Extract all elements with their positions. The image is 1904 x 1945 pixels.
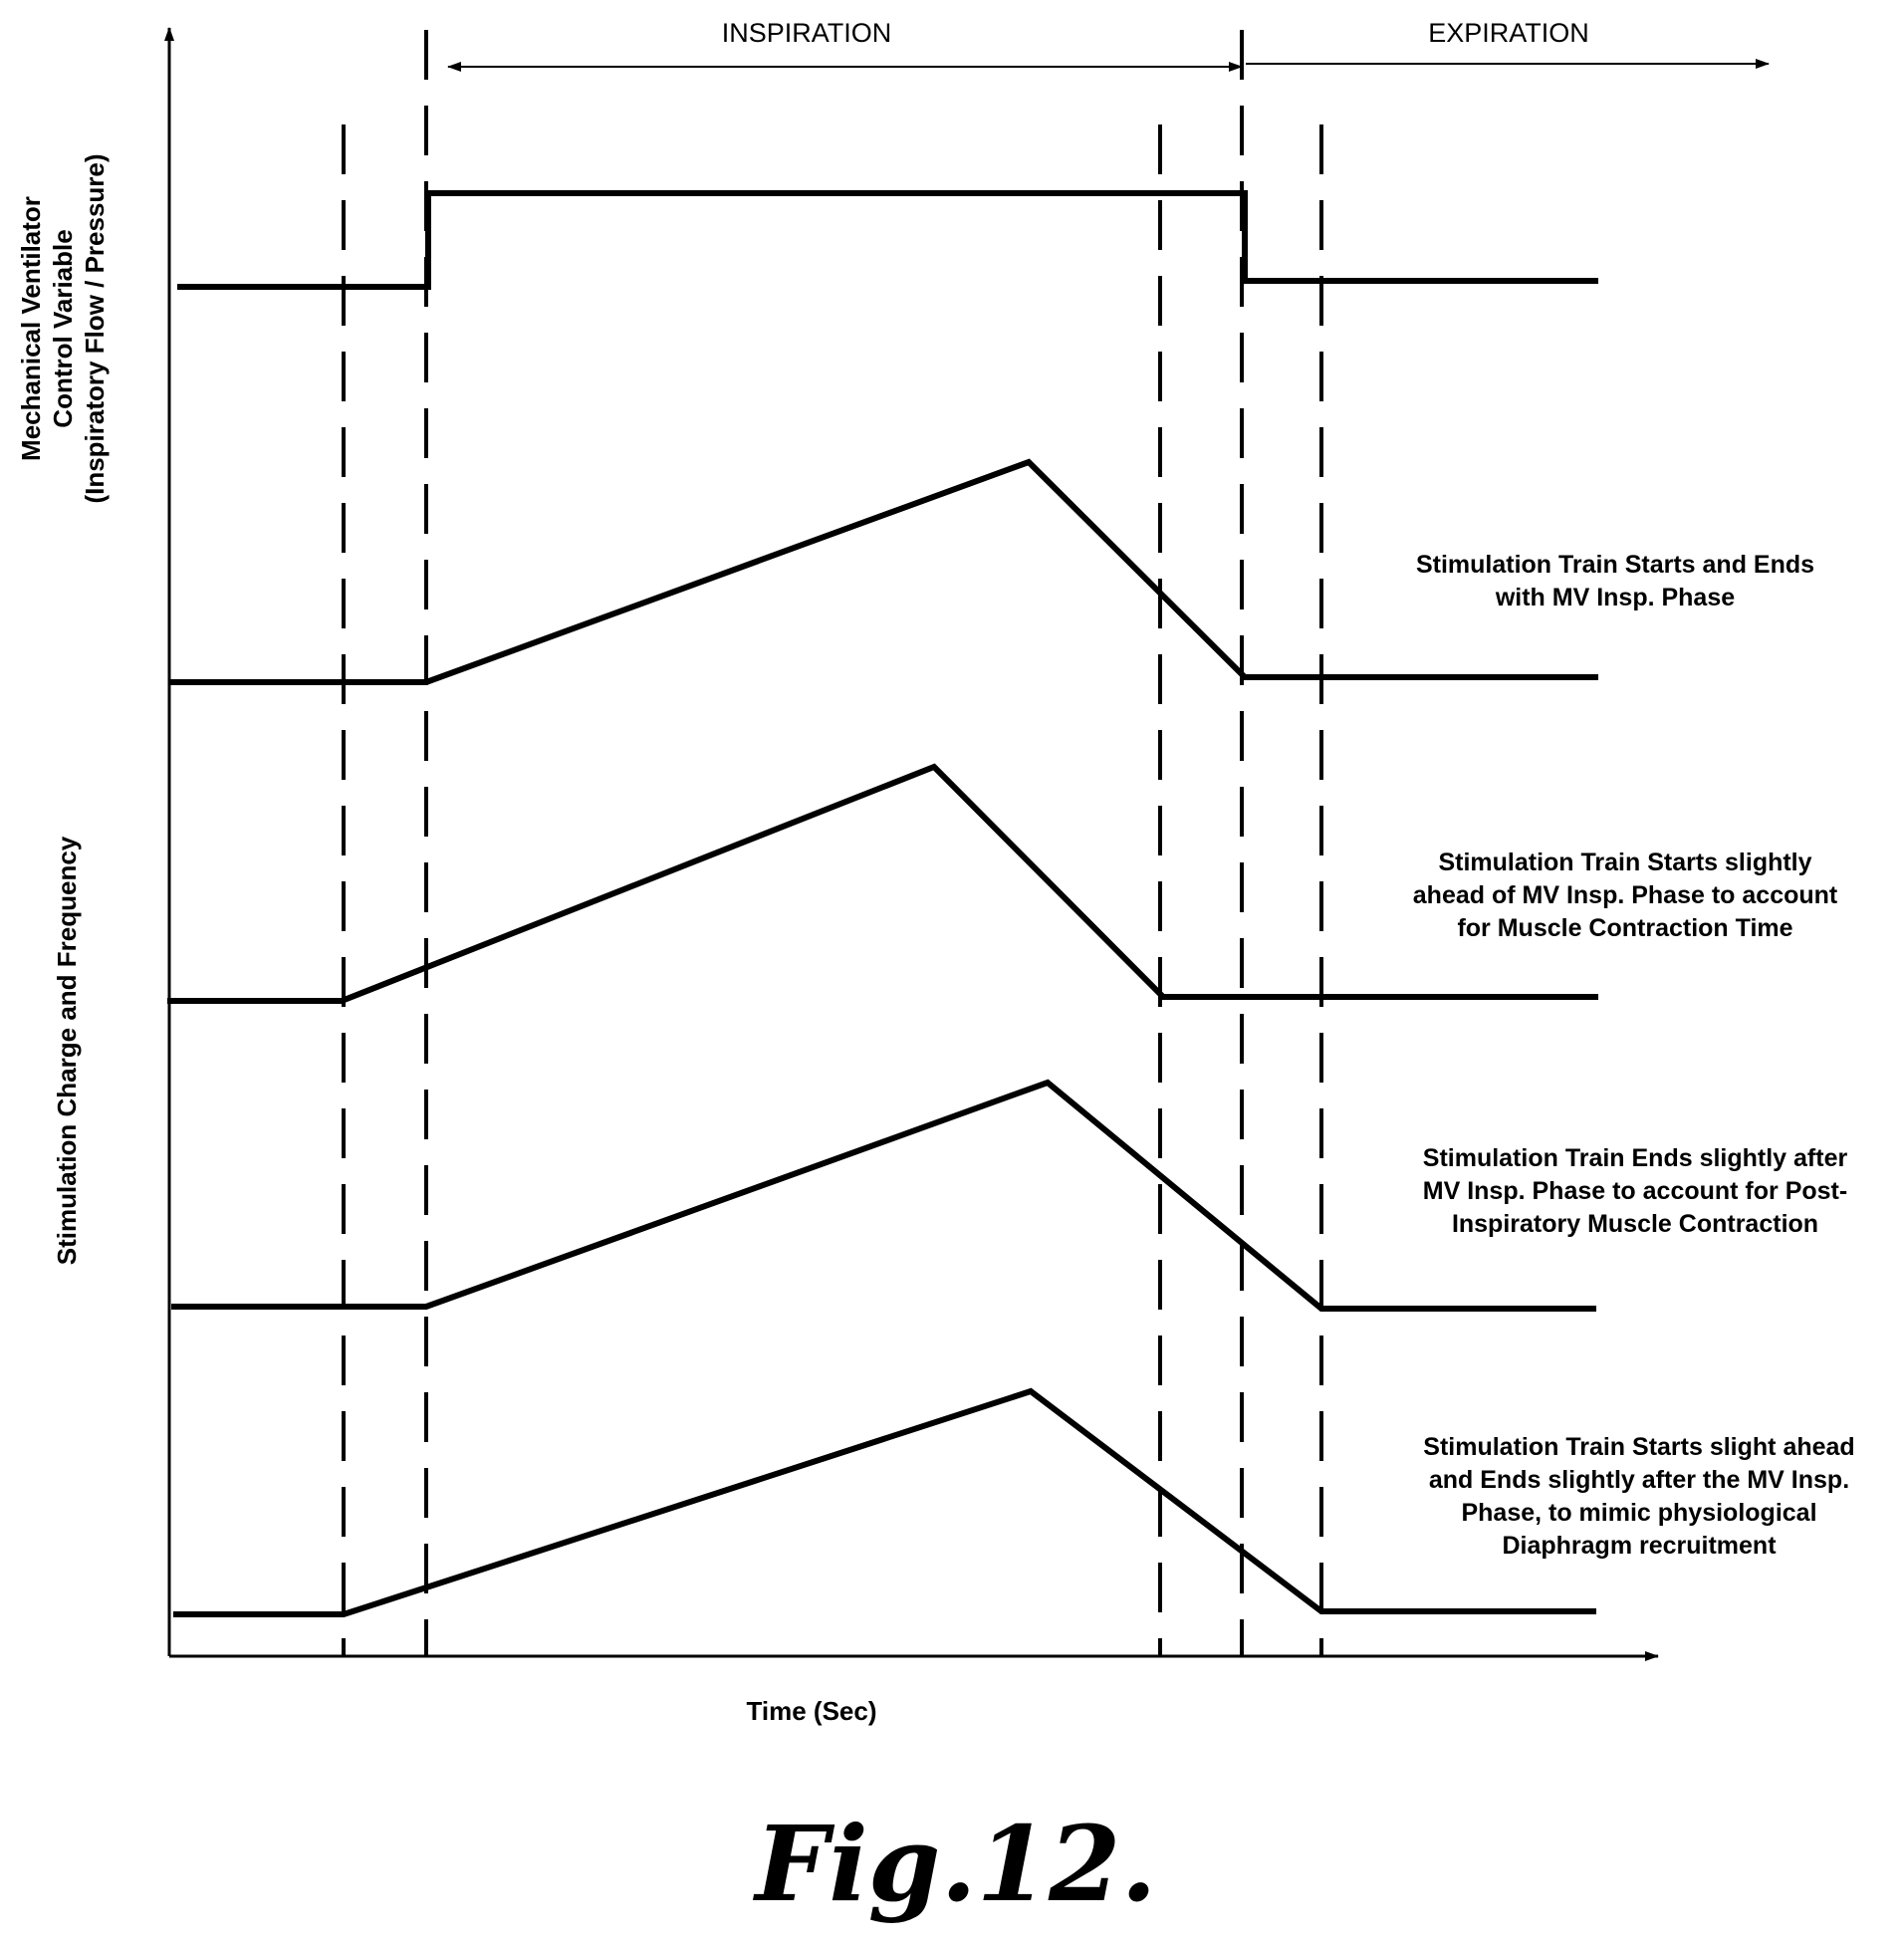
trace-1-line1: Stimulation Train Starts and Ends (1416, 551, 1814, 579)
axes (164, 27, 1659, 1661)
trace-2-line1: Stimulation Train Starts slightly (1438, 849, 1811, 876)
trace-annotation-1: Stimulation Train Starts and Ends with M… (1416, 551, 1814, 611)
figure-label: Fig.12. (752, 1803, 1156, 1925)
y-axis-top-line3: (Inspiratory Flow / Pressure) (80, 153, 110, 503)
y-axis-top-line2: Control Variable (48, 229, 78, 427)
phase-arrows (447, 59, 1770, 72)
trace-4-line2: and Ends slightly after the MV Insp. (1429, 1466, 1849, 1494)
trace-4-line3: Phase, to mimic physiological (1461, 1499, 1816, 1527)
trace-2-line2: ahead of MV Insp. Phase to account (1413, 881, 1838, 909)
trace-1-line2: with MV Insp. Phase (1495, 584, 1735, 611)
inspiration-label: INSPIRATION (722, 18, 892, 48)
x-axis-label: Time (Sec) (746, 1696, 876, 1726)
timing-markers (342, 30, 1323, 1655)
waveforms (167, 190, 1598, 1617)
trace-3-line3: Inspiratory Muscle Contraction (1452, 1210, 1818, 1238)
y-axis-label-top: Mechanical Ventilator Control Variable (… (16, 153, 110, 503)
trace-4-line1: Stimulation Train Starts slight ahead (1423, 1433, 1854, 1461)
trace-annotation-4: Stimulation Train Starts slight ahead an… (1423, 1433, 1854, 1560)
trace-annotation-2: Stimulation Train Starts slightly ahead … (1413, 849, 1838, 942)
trace-4-line4: Diaphragm recruitment (1502, 1532, 1777, 1560)
stim-trace-2 (167, 763, 1598, 1004)
expiration-label: EXPIRATION (1428, 18, 1589, 48)
stim-trace-3 (171, 1079, 1596, 1312)
ventilator-control-waveform (177, 190, 1598, 290)
trace-2-line3: for Muscle Contraction Time (1457, 914, 1792, 942)
trace-3-line2: MV Insp. Phase to account for Post- (1423, 1177, 1847, 1205)
trace-annotation-3: Stimulation Train Ends slightly after MV… (1423, 1144, 1848, 1238)
y-axis-top-line1: Mechanical Ventilator (16, 196, 46, 461)
trace-3-line1: Stimulation Train Ends slightly after (1423, 1144, 1848, 1172)
stim-trace-1 (169, 458, 1598, 685)
y-axis-label-bottom: Stimulation Charge and Frequency (52, 836, 82, 1265)
stim-trace-4 (173, 1387, 1596, 1617)
